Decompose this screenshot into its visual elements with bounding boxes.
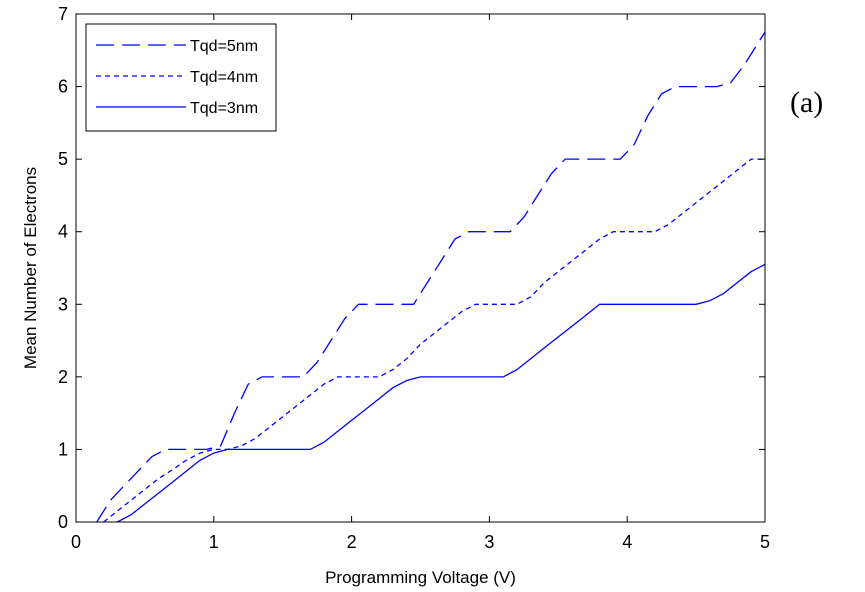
x-tick-label: 3 (484, 532, 494, 552)
panel-label: (a) (790, 86, 823, 119)
y-axis-label: Mean Number of Electrons (21, 167, 40, 369)
x-tick-label: 5 (760, 532, 770, 552)
series-layer (96, 31, 766, 523)
series-line-3 (116, 263, 766, 523)
x-tick-label: 1 (209, 532, 219, 552)
series-line-2 (103, 158, 765, 523)
y-tick-label: 4 (58, 222, 68, 242)
y-tick-label: 6 (58, 77, 68, 97)
y-tick-label: 2 (58, 367, 68, 387)
series-line-1 (96, 31, 766, 523)
y-tick-label: 0 (58, 512, 68, 532)
y-tick-label: 3 (58, 294, 68, 314)
x-tick-label: 2 (347, 532, 357, 552)
legend: Tqd=5nm Tqd=4nm Tqd=3nm (85, 23, 277, 132)
x-axis-label: Programming Voltage (V) (325, 568, 516, 587)
y-tick-label: 5 (58, 149, 68, 169)
legend-label-2: Tqd=4nm (190, 69, 258, 86)
x-tick-label: 4 (622, 532, 632, 552)
plot-area-frame (75, 13, 766, 523)
legend-label-3: Tqd=3nm (190, 100, 258, 117)
legend-box (85, 23, 277, 132)
x-tick-label: 0 (71, 532, 81, 552)
y-tick-label: 1 (58, 439, 68, 459)
y-tick-label: 7 (58, 4, 68, 24)
legend-label-1: Tqd=5nm (190, 38, 258, 55)
axes-layer: 0 1 2 3 4 5 0 1 2 3 4 5 6 7 (58, 4, 770, 552)
legend-items: Tqd=5nm Tqd=4nm Tqd=3nm (96, 38, 258, 117)
